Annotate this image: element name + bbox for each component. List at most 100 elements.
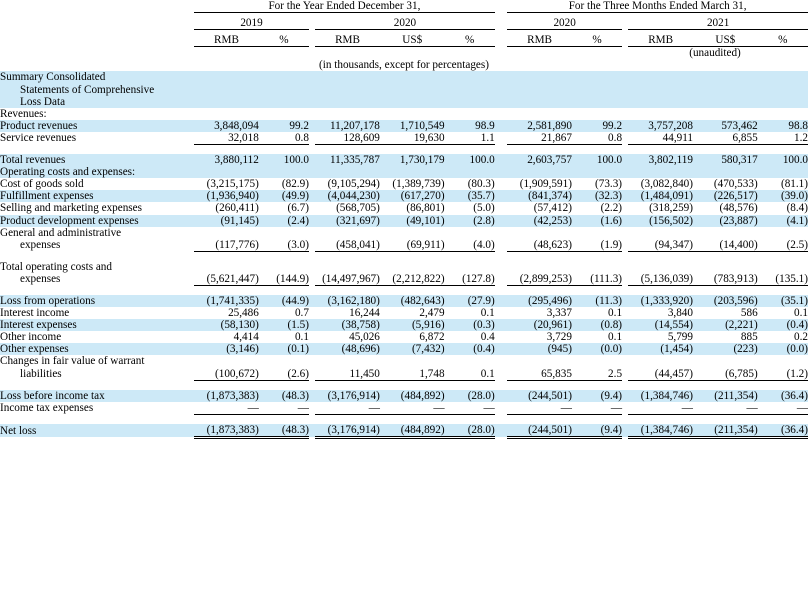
row-value: 99.2 (258, 119, 309, 132)
row-value: (1,454) (628, 343, 693, 356)
header-col-pct-2019: % (258, 34, 309, 48)
row-value: (1,873,383) (194, 389, 259, 402)
row-value (379, 166, 445, 179)
row-value: 6,855 (692, 131, 758, 146)
header-year-2020b: 2020 (507, 17, 623, 31)
header-col-rmb-2020q1: RMB (507, 34, 572, 48)
row-value: 3,729 (507, 331, 572, 344)
row-value: 2,479 (379, 307, 445, 320)
row-value (692, 107, 758, 120)
row-value: (82.9) (258, 178, 309, 191)
table-row: Other expenses (3,146) (0.1) (48,696) (7,432… (0, 343, 808, 356)
column-gap (622, 294, 629, 308)
row-value: 3,337 (507, 307, 572, 320)
row-value: (0.4) (444, 343, 495, 356)
row-value: 1,730,179 (379, 154, 445, 167)
column-gap (308, 214, 316, 227)
header-currency-blank (0, 34, 194, 47)
row-value: (57,412) (507, 202, 572, 215)
row-value: (5.0) (444, 202, 495, 215)
column-gap (622, 214, 629, 227)
row-value: (35.1) (757, 294, 808, 308)
row-value: (0.4) (757, 319, 808, 332)
row-value: (36.4) (757, 423, 808, 439)
row-label: Operating costs and expenses: (0, 166, 195, 179)
row-label: General and administrative (0, 226, 195, 239)
header-unaudited-row: (unaudited) (0, 47, 808, 60)
header-year-2021: 2021 (628, 17, 808, 31)
column-gap (308, 202, 316, 215)
column-gap (308, 307, 316, 320)
row-label: Revenues: (0, 107, 195, 120)
column-gap (622, 166, 629, 179)
row-value: (2.5) (757, 238, 808, 252)
row-value (507, 226, 572, 239)
row-label: Product development expenses (0, 214, 195, 227)
column-gap (494, 226, 508, 239)
row-value: (94,347) (628, 238, 693, 252)
row-value: (0.0) (757, 343, 808, 356)
row-value: 128,609 (315, 131, 380, 146)
column-gap (622, 272, 629, 286)
table-row: Net loss (1,873,383) (48.3) (3,176,914) (484… (0, 423, 808, 439)
row-value: (111.3) (571, 272, 623, 286)
row-value: (226,517) (692, 190, 758, 203)
row-value (507, 107, 572, 120)
header-col-pct-2021q1: % (757, 34, 808, 48)
table-row: Selling and marketing expenses (260,411)(… (0, 202, 808, 215)
row-value (258, 355, 309, 368)
header-group-year: For the Year Ended December 31, (194, 0, 495, 14)
header-corner-blank (0, 0, 194, 13)
column-gap (494, 355, 508, 368)
row-value: (783,913) (692, 272, 758, 286)
row-value: — (258, 401, 309, 415)
section-title-line1: Summary Consolidated (0, 71, 195, 84)
column-gap (494, 214, 508, 227)
header-year-row: 2019 2020 2020 2021 (0, 17, 808, 31)
column-gap (494, 343, 508, 356)
row-value: — (194, 401, 259, 415)
row-value: 0.1 (444, 307, 495, 320)
column-gap (308, 190, 316, 203)
column-gap (622, 226, 629, 239)
column-gap (622, 401, 629, 415)
row-value (507, 355, 572, 368)
row-value: 0.4 (444, 331, 495, 344)
row-value: 21,867 (507, 131, 572, 146)
column-gap (494, 190, 508, 203)
row-spacer-cell (0, 414, 808, 424)
row-value: 100.0 (571, 154, 623, 167)
row-value (315, 166, 380, 179)
column-gap (308, 107, 316, 120)
header-units-note: (in thousands, except for percentages) (319, 59, 489, 72)
row-value: 885 (692, 331, 758, 344)
column-gap (494, 178, 508, 191)
row-value (444, 166, 495, 179)
row-value: (458,041) (315, 238, 380, 252)
row-value: (470,533) (692, 178, 758, 191)
header-unaudited-blank (0, 47, 622, 60)
row-value: (223) (692, 343, 758, 356)
row-value: (48,696) (315, 343, 380, 356)
row-value: 100.0 (258, 154, 309, 167)
column-gap (494, 307, 508, 320)
column-gap (622, 154, 629, 167)
header-gap-e (495, 34, 508, 47)
row-value: (14,554) (628, 319, 693, 332)
table-row: Interest expenses (58,130) (1.5) (38,758) (5… (0, 319, 808, 332)
row-value (757, 260, 808, 273)
table-row: General and administrative (0, 226, 808, 239)
row-value (507, 166, 572, 179)
row-value: (617,270) (379, 190, 445, 203)
row-value (571, 107, 623, 120)
row-value: (39.0) (757, 190, 808, 203)
header-col-usd-2021q1: US$ (692, 34, 758, 48)
row-spacer (0, 251, 808, 261)
section-title-line2: Statements of Comprehensive (0, 83, 195, 96)
row-value (444, 107, 495, 120)
row-value: 100.0 (444, 154, 495, 167)
column-gap (622, 367, 629, 381)
header-year-2019: 2019 (194, 17, 309, 31)
row-value: (2,221) (692, 319, 758, 332)
column-gap (622, 423, 629, 438)
